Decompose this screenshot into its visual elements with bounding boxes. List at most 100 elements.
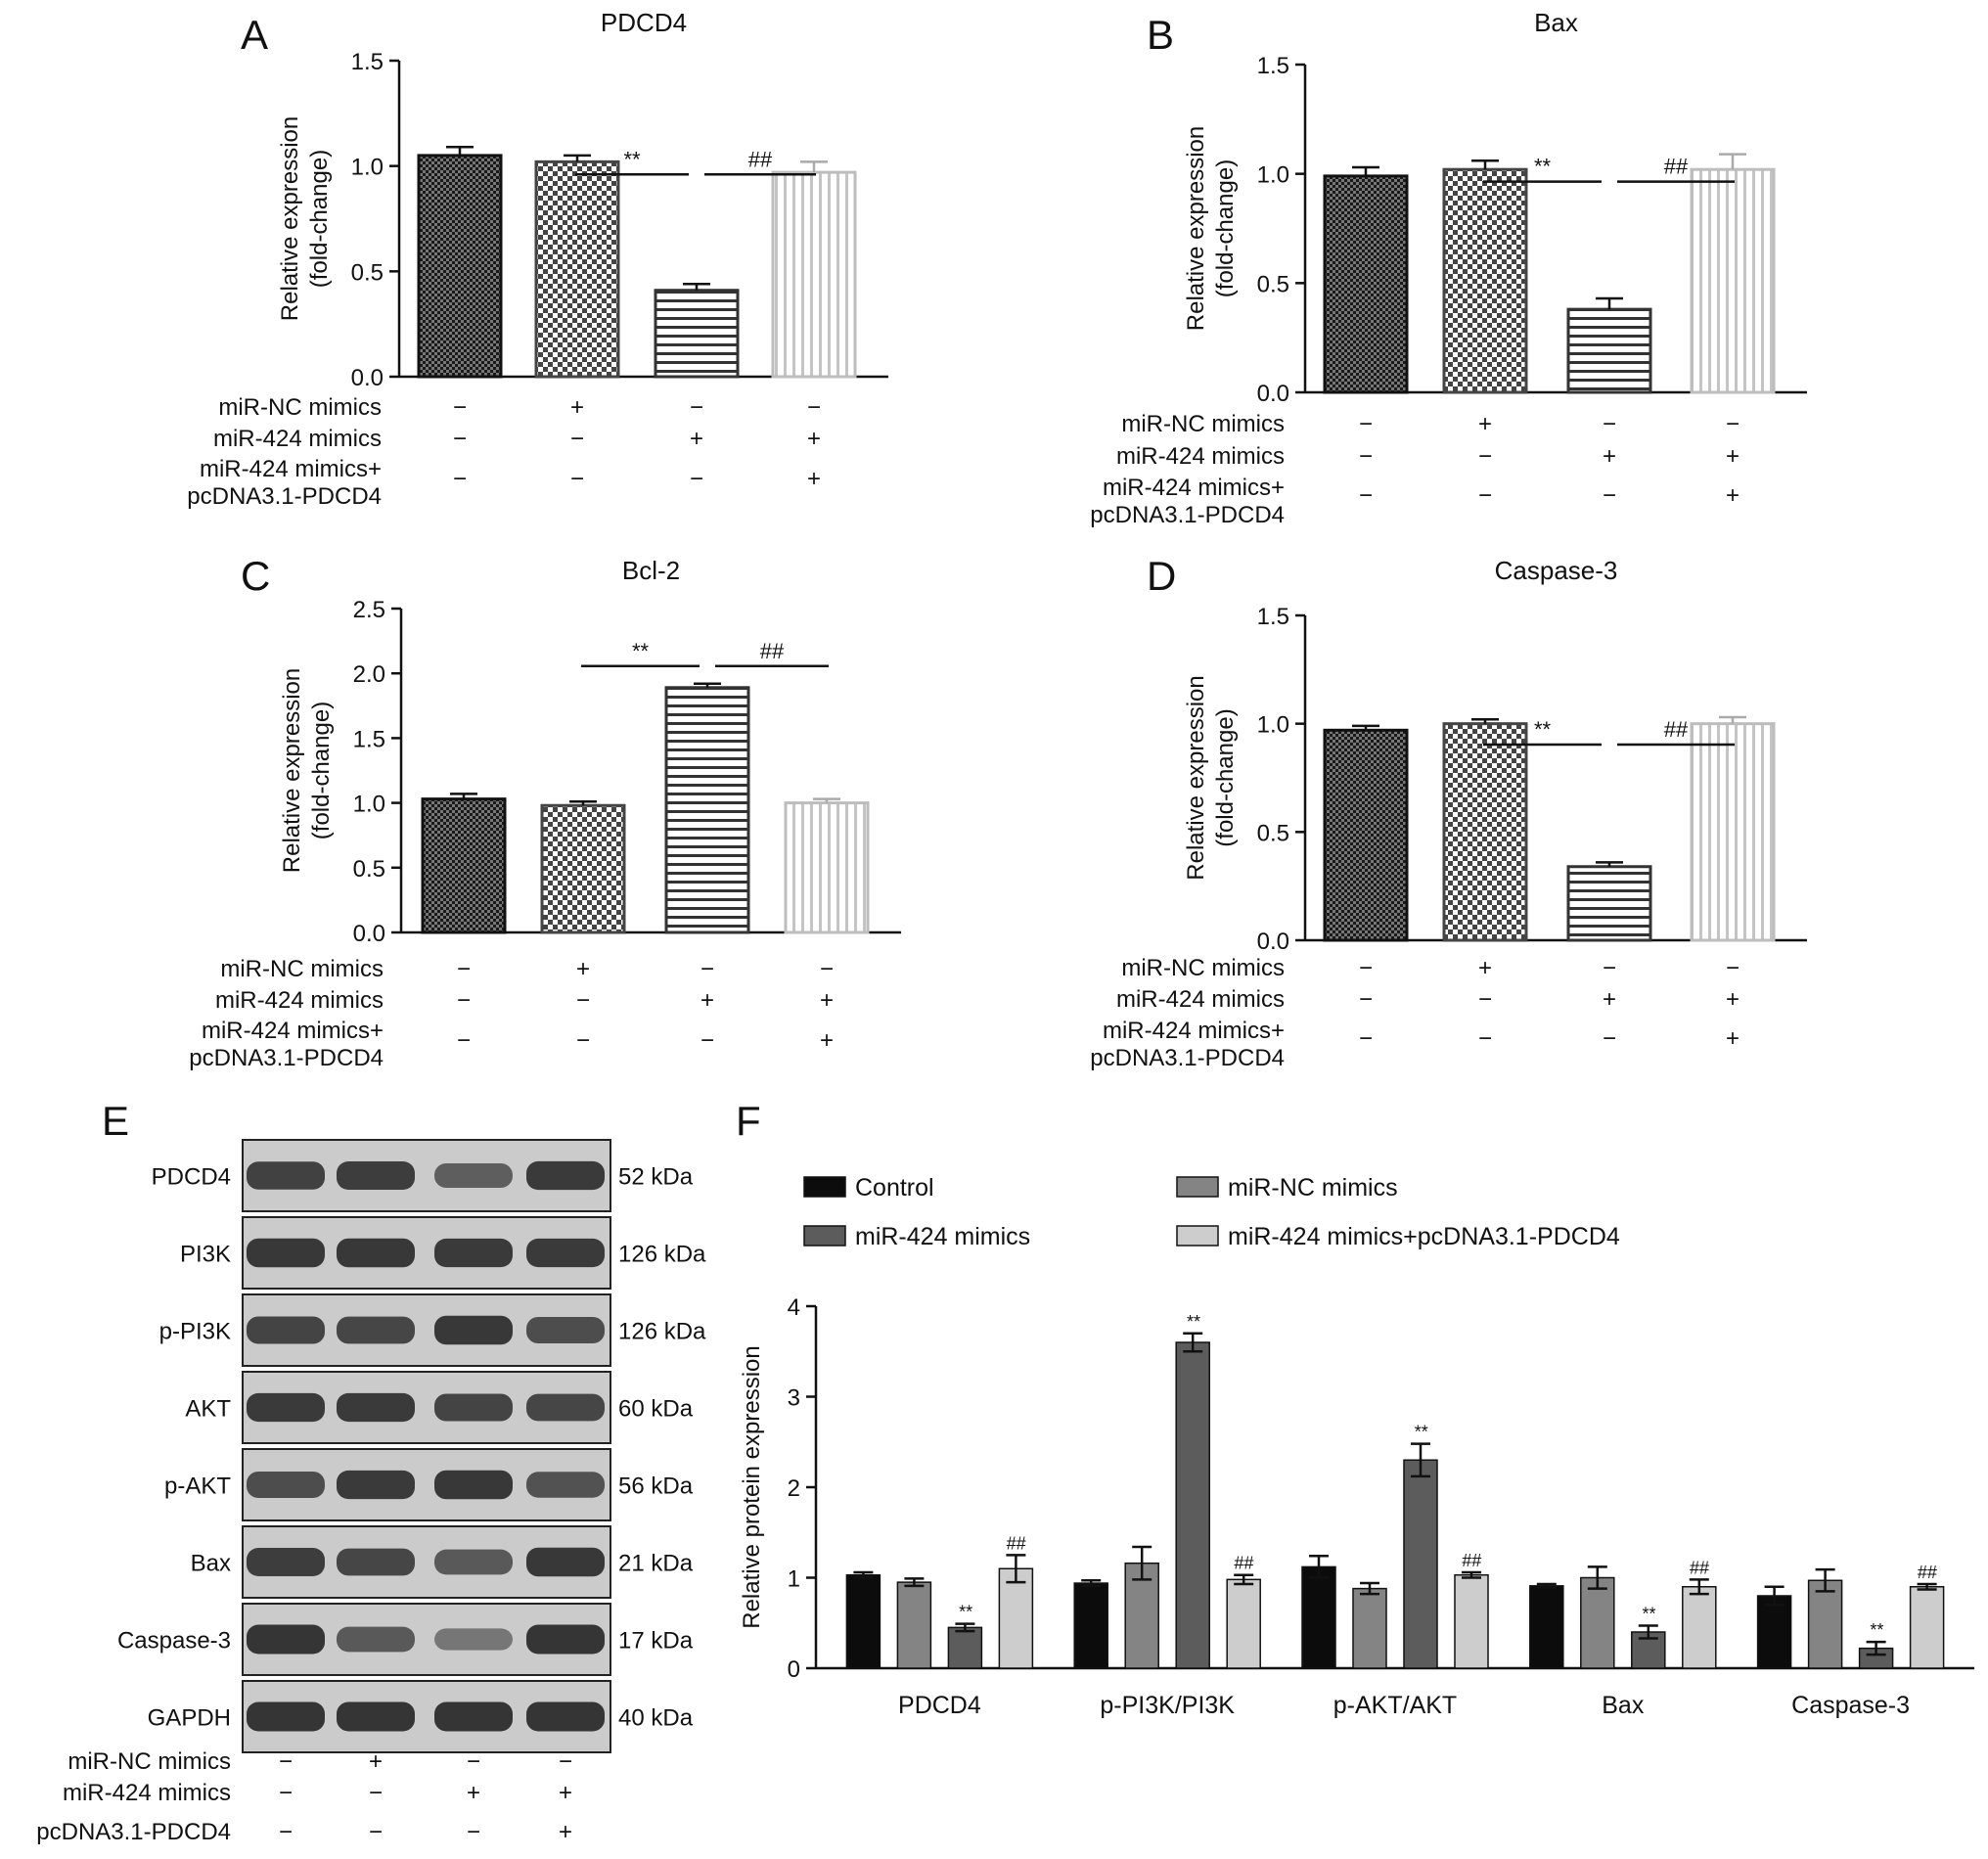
- condition-sign: −: [1359, 482, 1373, 509]
- condition-sign: +: [1726, 443, 1740, 470]
- condition-sign: −: [1726, 955, 1740, 981]
- blot-protein-label: AKT: [185, 1396, 231, 1423]
- panel-letter-c: C: [241, 553, 270, 599]
- blot-size-label: 40 kDa: [618, 1705, 694, 1732]
- condition-sign: +: [1603, 986, 1616, 1013]
- chart-panel-b: Bax 0.0 0.5 1.0 1.5 Relative expression (fold-…: [1090, 8, 1807, 528]
- y-tick-label: 0.0: [1257, 929, 1289, 955]
- condition-label-line2: pcDNA3.1-PDCD4: [187, 483, 382, 510]
- condition-sign: −: [690, 394, 703, 421]
- condition-label: miR-424 mimics: [213, 426, 382, 452]
- blot-band: [247, 1316, 325, 1344]
- panel-letter-a: A: [241, 12, 268, 58]
- significance-label: **: [958, 1603, 972, 1622]
- bar-4: [1690, 167, 1776, 394]
- legend-label: miR-NC mimics: [1228, 1174, 1398, 1202]
- condition-label: miR-424 mimics: [1116, 443, 1285, 470]
- significance-label: ##: [1006, 1533, 1026, 1553]
- y-tick-label: 2: [788, 1475, 800, 1502]
- y-tick-label: 1: [788, 1566, 800, 1593]
- bar: [1756, 1595, 1792, 1669]
- condition-sign: +: [1603, 443, 1616, 470]
- blot-protein-label: Bax: [191, 1551, 231, 1577]
- condition-sign: +: [576, 956, 590, 982]
- blot-condition-label: pcDNA3.1-PDCD4: [36, 1819, 231, 1845]
- condition-label-line2: pcDNA3.1-PDCD4: [1090, 1045, 1285, 1071]
- panel-letter-e: E: [102, 1098, 129, 1144]
- significance-label: **: [1186, 1312, 1200, 1332]
- y-tick-label: 0.5: [351, 259, 384, 286]
- condition-sign: −: [457, 987, 471, 1014]
- bar-2: [1442, 167, 1528, 394]
- blot-band: [337, 1701, 415, 1732]
- significance-label: ##: [1234, 1554, 1254, 1573]
- condition-sign: −: [570, 466, 584, 492]
- y-tick-label: 3: [788, 1385, 800, 1412]
- blot-band: [434, 1628, 513, 1651]
- bar-3: [664, 686, 750, 934]
- significance-label: **: [1642, 1605, 1656, 1624]
- significance-label: ##: [1462, 1551, 1482, 1570]
- blot-band: [434, 1701, 513, 1732]
- x-category-label: p-AKT/AKT: [1333, 1692, 1457, 1719]
- condition-sign: +: [1726, 1025, 1740, 1052]
- condition-sign: −: [453, 426, 467, 452]
- condition-sign: +: [1726, 482, 1740, 509]
- condition-label: miR-424 mimics: [215, 987, 384, 1014]
- blot-band: [247, 1548, 325, 1576]
- blot-band: [526, 1160, 605, 1191]
- y-tick-label: 0.0: [351, 365, 384, 391]
- bar-3: [1566, 865, 1652, 942]
- blot-protein-label: PDCD4: [152, 1164, 231, 1191]
- significance-label: **: [1534, 155, 1552, 179]
- condition-label: miR-NC mimics: [1121, 955, 1285, 981]
- condition-sign: −: [1603, 955, 1616, 981]
- y-tick-label: 2.0: [353, 661, 385, 688]
- blot-band: [434, 1238, 513, 1268]
- blot-band: [337, 1470, 415, 1500]
- y-axis-label: Relative expression: [279, 668, 305, 873]
- blot-band: [526, 1547, 605, 1577]
- blot-condition-sign: −: [279, 1748, 293, 1775]
- bar: [1580, 1576, 1615, 1669]
- y-tick-label: 0.5: [1257, 820, 1289, 846]
- condition-sign: +: [1478, 411, 1492, 437]
- blot-condition-sign: −: [369, 1780, 383, 1806]
- x-category-label: p-PI3K/PI3K: [1100, 1692, 1235, 1719]
- blot-band: [434, 1393, 513, 1422]
- blot-band: [247, 1471, 325, 1499]
- x-category-label: Bax: [1602, 1692, 1645, 1719]
- significance-label: ##: [1918, 1563, 1938, 1582]
- legend-label: miR-424 mimics: [855, 1223, 1030, 1250]
- blot-condition-sign: −: [279, 1819, 293, 1845]
- blot-condition-label: miR-424 mimics: [63, 1780, 231, 1806]
- condition-sign: −: [1478, 443, 1492, 470]
- bar-1: [1323, 174, 1409, 394]
- y-axis-label-line2: (fold-change): [1212, 159, 1239, 297]
- condition-label-line2: pcDNA3.1-PDCD4: [189, 1045, 384, 1071]
- legend-swatch: [1176, 1176, 1219, 1198]
- significance-label: ##: [1664, 717, 1689, 742]
- blot-protein-label: PI3K: [180, 1242, 231, 1268]
- condition-label: miR-424 mimics+: [200, 456, 382, 482]
- y-axis-label: Relative expression: [1183, 126, 1209, 331]
- blot-band: [526, 1316, 605, 1344]
- y-tick-label: 1.0: [1257, 712, 1289, 739]
- blot-size-label: 126 kDa: [618, 1242, 706, 1268]
- y-tick-label: 1.5: [353, 726, 385, 752]
- condition-sign: +: [690, 426, 703, 452]
- condition-sign: +: [820, 987, 834, 1014]
- condition-sign: −: [453, 466, 467, 492]
- y-tick-label: 1.5: [1257, 604, 1289, 630]
- y-axis-label-line2: (fold-change): [1212, 708, 1239, 846]
- bar-2: [1442, 722, 1528, 942]
- bar: [845, 1573, 881, 1669]
- bar: [1807, 1579, 1843, 1669]
- significance-label: ##: [760, 639, 785, 663]
- blot-size-label: 126 kDa: [618, 1319, 706, 1345]
- legend-label: Control: [855, 1174, 934, 1202]
- y-tick-label: 1.5: [351, 49, 384, 75]
- condition-sign: −: [820, 956, 834, 982]
- blot-size-label: 17 kDa: [618, 1628, 694, 1655]
